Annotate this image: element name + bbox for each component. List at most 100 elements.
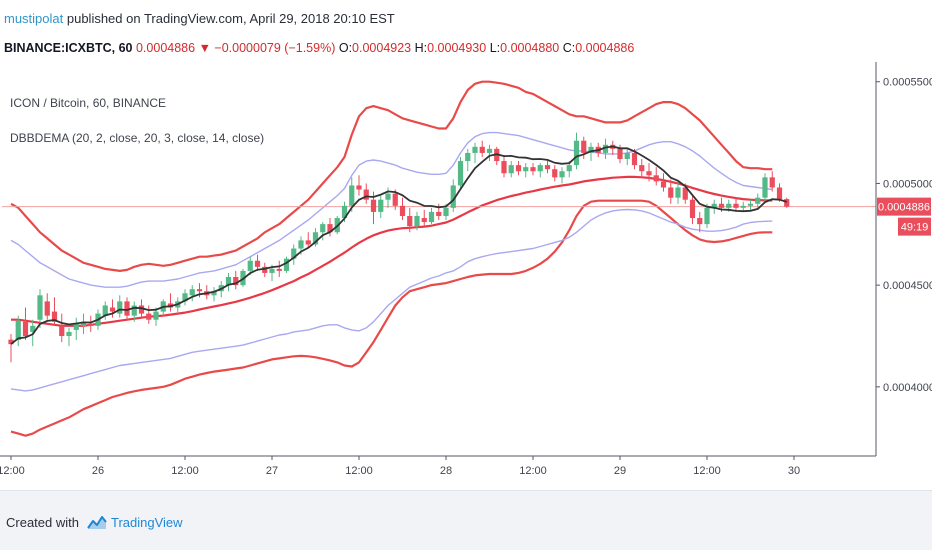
indicator-legend[interactable]: DBBDEMA (20, 2, close, 20, 3, close, 14,… xyxy=(10,131,265,145)
x-tick-label: 30 xyxy=(788,465,800,477)
candle-body xyxy=(718,203,725,208)
candle-body xyxy=(660,181,667,188)
candle-body xyxy=(153,311,159,320)
candle-body xyxy=(399,205,406,216)
candle-body xyxy=(566,165,572,172)
candle-body xyxy=(327,224,333,233)
price-change: −0.0000079 (−1.59%) xyxy=(214,41,336,55)
chart-area[interactable]: 0.0005500 0.0005000 0.0004500 0.0004000 12:0… xyxy=(0,62,932,490)
upper-outer-band xyxy=(10,80,773,272)
x-tick-label: 12:00 xyxy=(0,465,25,477)
candle-body xyxy=(247,260,253,271)
candle-body xyxy=(66,331,72,336)
candle-body xyxy=(269,268,275,273)
candle-body xyxy=(392,193,398,206)
candle-body xyxy=(59,325,65,336)
close-value: 0.0004886 xyxy=(575,41,635,55)
candle-body xyxy=(370,199,377,212)
x-tick-label: 12:00 xyxy=(171,465,199,477)
y-tick-label: 0.0005500 xyxy=(883,77,932,89)
candle-body xyxy=(450,185,456,208)
y-tick-label: 0.0004000 xyxy=(883,382,932,394)
high-label: H: xyxy=(414,41,428,55)
candle-body xyxy=(755,197,761,204)
candle-body xyxy=(428,211,435,223)
candle-body xyxy=(254,260,261,267)
candle-body xyxy=(102,305,108,316)
y-tick-label: 0.0005000 xyxy=(883,178,932,190)
candle-body xyxy=(44,301,50,316)
candle-body xyxy=(305,240,311,245)
candle-body xyxy=(602,144,609,153)
candle-body xyxy=(88,323,94,326)
price-badge xyxy=(877,197,931,216)
close-label: C: xyxy=(562,41,576,55)
lower-inner-band xyxy=(10,208,773,392)
candle-body xyxy=(414,215,420,227)
candle-body xyxy=(37,295,43,320)
candle-body xyxy=(233,277,239,286)
candle-body xyxy=(653,175,659,182)
price-badge-label: 0.0004886 xyxy=(878,202,930,214)
open-value: 0.0004923 xyxy=(352,41,412,55)
candle-body xyxy=(697,218,703,225)
low-label: L: xyxy=(489,41,501,55)
x-tick-label: 29 xyxy=(614,465,626,477)
candle-body xyxy=(283,258,290,271)
candle-body xyxy=(617,148,623,160)
candle-body xyxy=(109,307,116,312)
candle-body xyxy=(675,187,681,198)
candle-body xyxy=(225,277,232,286)
candle-body xyxy=(769,177,775,188)
published-text: published on TradingView.com, April 29, … xyxy=(63,11,395,26)
candle-body xyxy=(356,185,362,190)
candle-body xyxy=(733,203,739,208)
author-link[interactable]: mustipolat xyxy=(4,11,64,26)
candle-body xyxy=(501,161,507,174)
last-price: 0.0004886 xyxy=(135,41,196,55)
candle-body xyxy=(711,203,717,208)
candle-body xyxy=(457,161,464,186)
x-tick-label: 26 xyxy=(92,465,104,477)
x-tick-label: 12:00 xyxy=(519,465,547,477)
candle-body xyxy=(624,152,630,160)
candle-body xyxy=(581,140,587,153)
candle-body xyxy=(682,187,688,200)
candle-body xyxy=(124,301,130,316)
candle-body xyxy=(588,146,594,153)
down-arrow-icon: ▼ xyxy=(198,41,211,55)
candle-body xyxy=(443,207,449,216)
candle-body xyxy=(30,325,36,332)
ohlc-line: BINANCE:ICXBTC, 60 0.0004886 ▼ −0.000007… xyxy=(4,41,634,55)
candle-body xyxy=(421,218,427,223)
candle-body xyxy=(472,146,478,153)
candle-body xyxy=(747,203,754,206)
open-label: O: xyxy=(338,41,353,55)
candle-body xyxy=(378,199,384,212)
candle-body xyxy=(559,171,565,178)
candle-body xyxy=(341,205,348,219)
low-value: 0.0004880 xyxy=(500,41,560,55)
x-tick-label: 12:00 xyxy=(693,465,721,477)
tradingview-logo-icon xyxy=(87,516,107,529)
candle-body xyxy=(138,305,145,314)
candle-body xyxy=(689,199,696,219)
candle-body xyxy=(298,240,304,249)
candle-body xyxy=(740,205,746,208)
candle-body xyxy=(479,146,485,153)
candle-body xyxy=(515,165,522,172)
candle-body xyxy=(523,167,529,172)
upper-inner-band xyxy=(10,131,773,288)
price-chart[interactable]: 0.0005500 0.0005000 0.0004500 0.0004000 12:0… xyxy=(0,62,932,490)
candle-body xyxy=(639,165,645,172)
lower-outer-band xyxy=(10,199,773,437)
candle-body xyxy=(189,289,195,296)
tradingview-brand[interactable]: TradingView xyxy=(110,514,183,530)
candle-body xyxy=(465,152,471,162)
x-tick-label: 28 xyxy=(440,465,452,477)
candle-body xyxy=(537,165,543,172)
candle-body xyxy=(726,203,732,208)
candle-body xyxy=(552,169,558,178)
candle-body xyxy=(704,207,710,225)
created-with-text: Created with xyxy=(6,514,79,530)
